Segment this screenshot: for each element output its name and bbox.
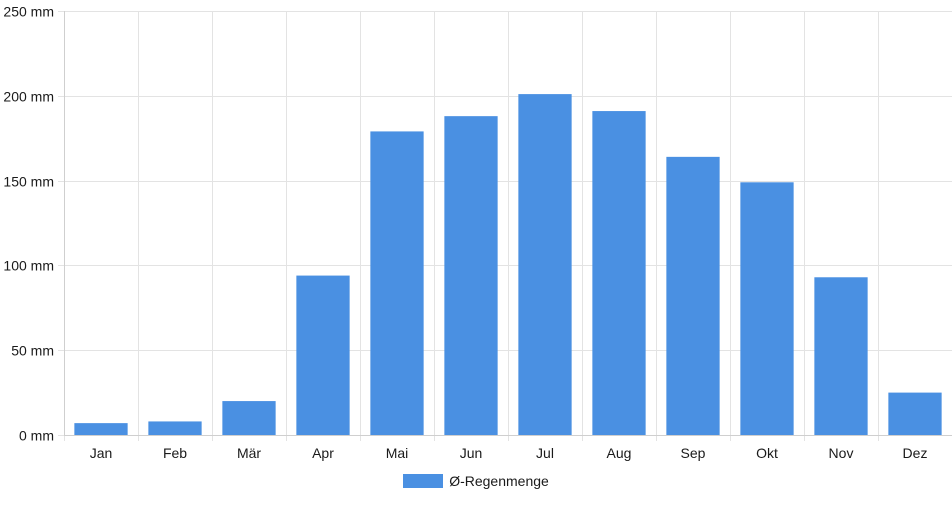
bar-jul[interactable] — [518, 94, 572, 435]
x-tick-labels: Jan Feb Mär Apr Mai Jun Jul Aug Sep Okt Nov Dez — [90, 445, 928, 461]
x-tick-label: Jul — [536, 445, 554, 461]
x-tick-label: Feb — [163, 445, 187, 461]
legend-swatch — [403, 474, 444, 488]
x-tick-label: Dez — [903, 445, 928, 461]
bar-apr[interactable] — [296, 275, 350, 435]
bars — [74, 94, 942, 436]
y-tick-label: 50 mm — [11, 343, 54, 359]
axes — [64, 11, 952, 436]
x-tick-label: Nov — [829, 445, 854, 461]
bar-okt[interactable] — [740, 182, 794, 435]
y-tick-label: 150 mm — [3, 174, 54, 190]
legend[interactable]: Ø-Regenmenge — [0, 473, 952, 489]
x-tick-label: Jun — [460, 445, 483, 461]
y-tick-label: 200 mm — [3, 89, 54, 105]
x-tick-label: Aug — [607, 445, 632, 461]
bar-jun[interactable] — [444, 116, 498, 435]
y-tick-label: 0 mm — [19, 428, 54, 444]
y-tick-labels: 0 mm 50 mm 100 mm 150 mm 200 mm 250 mm — [3, 4, 54, 444]
bar-mai[interactable] — [370, 131, 424, 435]
legend-label: Ø-Regenmenge — [449, 473, 549, 489]
bar-aug[interactable] — [592, 111, 646, 436]
bar-mär[interactable] — [222, 401, 276, 435]
y-tick-label: 100 mm — [3, 258, 54, 274]
bar-sep[interactable] — [666, 156, 720, 435]
bar-jan[interactable] — [74, 423, 128, 435]
x-tick-label: Sep — [681, 445, 706, 461]
bar-feb[interactable] — [148, 421, 202, 435]
y-tick-label: 250 mm — [3, 4, 54, 20]
x-tick-label: Mai — [386, 445, 409, 461]
x-tick-label: Jan — [90, 445, 113, 461]
grid-lines — [58, 11, 952, 441]
bar-nov[interactable] — [814, 277, 868, 435]
x-tick-label: Mär — [237, 445, 261, 461]
x-tick-label: Apr — [312, 445, 334, 461]
x-tick-label: Okt — [756, 445, 778, 461]
bar-dez[interactable] — [888, 392, 942, 435]
